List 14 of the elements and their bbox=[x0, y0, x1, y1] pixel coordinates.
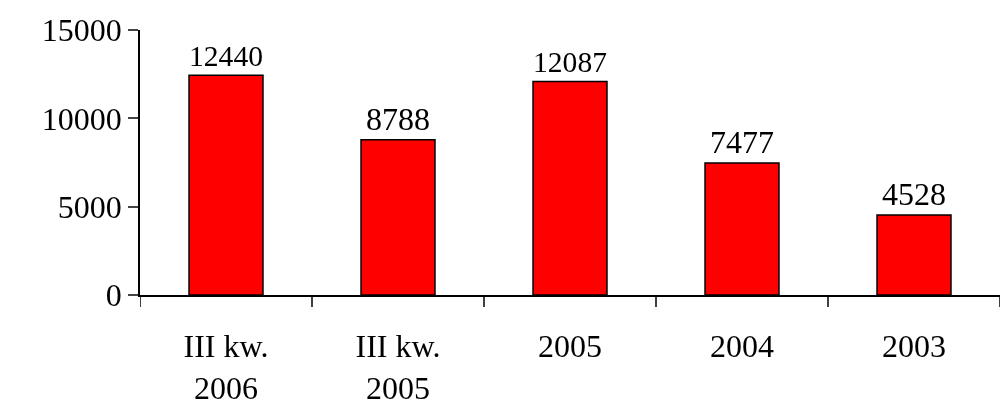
data-label: 8788 bbox=[366, 100, 430, 137]
data-label: 12440 bbox=[189, 39, 263, 72]
y-tick-label: 15000 bbox=[41, 12, 122, 49]
x-tick-label: III kw. 2006 bbox=[183, 328, 269, 406]
y-tick-label: 0 bbox=[105, 277, 122, 314]
x-tick-label: 2003 bbox=[882, 328, 946, 365]
y-tick-label: 5000 bbox=[57, 188, 122, 225]
y-tick-label: 10000 bbox=[41, 100, 122, 137]
data-label: 12087 bbox=[533, 45, 607, 78]
x-tick-label: III kw. 2005 bbox=[355, 328, 441, 406]
x-tick-label: 2005 bbox=[538, 328, 602, 365]
data-label: 7477 bbox=[710, 123, 774, 160]
x-tick-label: 2004 bbox=[710, 328, 774, 365]
data-label: 4528 bbox=[882, 176, 946, 213]
